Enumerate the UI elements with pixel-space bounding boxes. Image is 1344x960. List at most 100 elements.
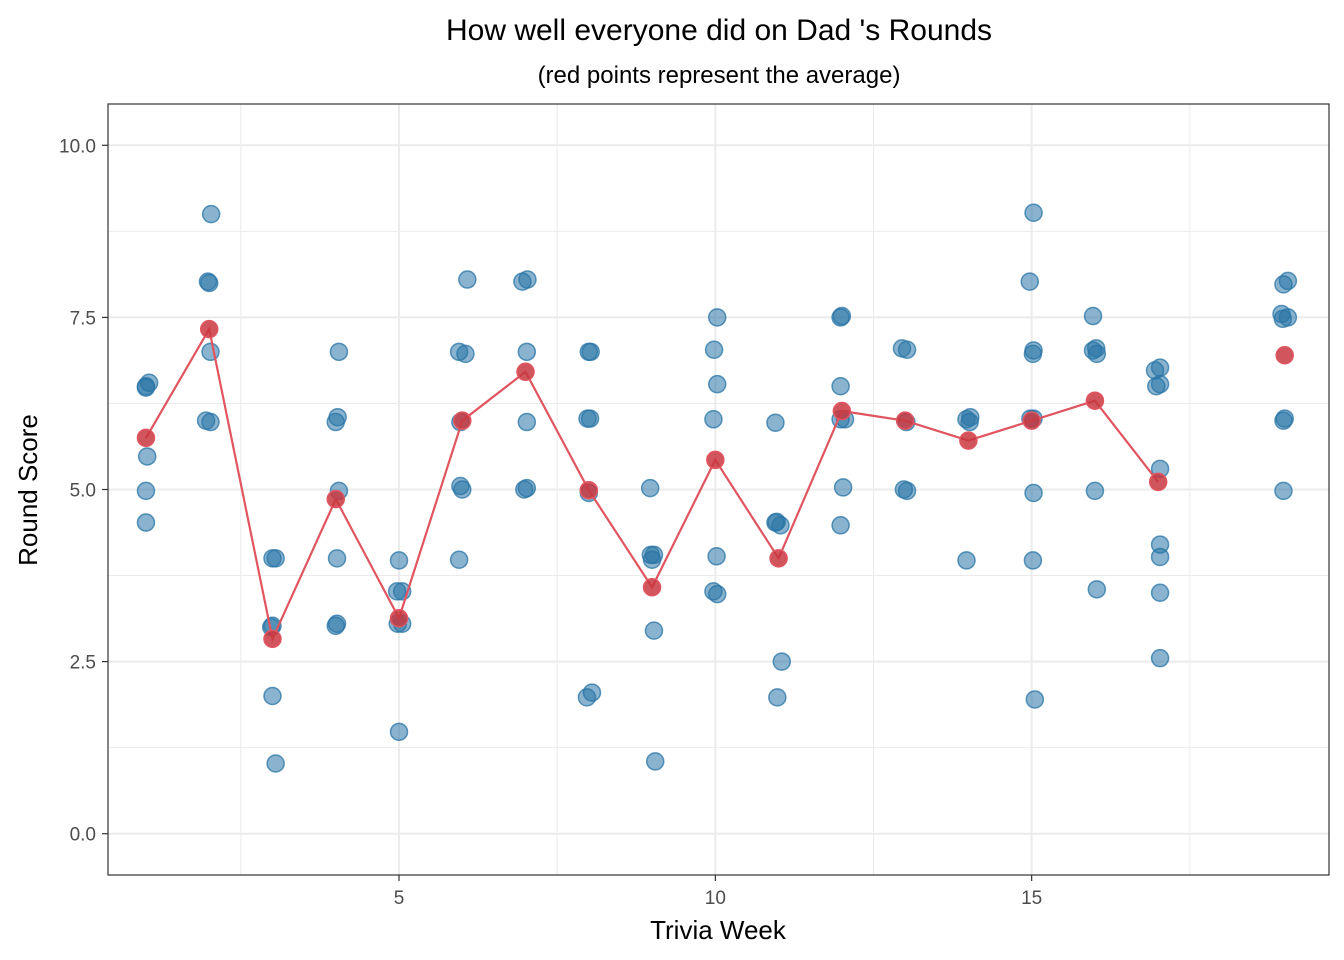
score-point [201, 412, 220, 432]
average-point [453, 411, 472, 430]
score-point [1150, 358, 1170, 377]
score-point [581, 342, 600, 362]
score-point [1083, 306, 1103, 326]
average-point [642, 578, 662, 597]
score-point [1273, 309, 1293, 329]
score-point [453, 480, 472, 499]
y-tick-label: 2.5 [70, 653, 96, 674]
score-point [1150, 583, 1170, 603]
score-point [707, 308, 727, 327]
score-point [645, 752, 665, 771]
average-point [516, 362, 535, 382]
score-point [644, 621, 664, 640]
score-point [1087, 580, 1107, 599]
score-point [960, 412, 979, 432]
score-point [1020, 272, 1040, 291]
chart-subtitle: (red points represent the average) [538, 62, 901, 89]
score-point [1274, 275, 1293, 294]
score-point [831, 516, 850, 535]
average-point [832, 401, 852, 421]
score-point [707, 374, 727, 394]
score-point [1147, 376, 1166, 396]
score-point [263, 686, 282, 706]
average-point [959, 431, 978, 450]
score-point [517, 478, 537, 498]
score-point [1025, 690, 1045, 709]
score-point [1274, 481, 1293, 501]
average-point [1275, 346, 1294, 365]
y-tick-label: 7.5 [70, 308, 96, 329]
axis-layer: 5 10 15 0.0 2.5 5.0 7.5 10.0 [59, 136, 1042, 909]
score-point [1023, 551, 1043, 570]
average-point [389, 608, 409, 628]
score-point [199, 273, 219, 293]
score-point [136, 378, 156, 397]
score-point [327, 549, 347, 568]
average-point [1148, 472, 1168, 492]
score-point [768, 688, 787, 707]
score-point [456, 344, 475, 364]
score-point [957, 551, 976, 570]
score-point [831, 376, 850, 396]
score-point [1274, 411, 1293, 430]
score-point [329, 342, 349, 362]
score-point [704, 340, 724, 360]
score-point [326, 412, 346, 432]
average-point [326, 489, 346, 509]
score-point [449, 550, 469, 569]
score-point [833, 478, 853, 497]
score-point [831, 308, 850, 327]
average-point [706, 450, 725, 470]
score-point [201, 204, 221, 224]
score-point [518, 270, 537, 289]
score-point [766, 513, 785, 532]
score-point [1024, 203, 1043, 223]
x-axis-title: Trivia Week [650, 915, 787, 945]
y-tick-label: 0.0 [70, 825, 96, 846]
data-layer [136, 203, 1298, 773]
score-point [389, 551, 409, 570]
score-point [326, 616, 346, 636]
score-point [1023, 344, 1043, 364]
score-point [582, 683, 602, 702]
x-tick-label: 5 [394, 888, 405, 909]
score-point [1024, 483, 1043, 503]
score-point [580, 409, 600, 428]
x-tick-label: 10 [705, 888, 726, 909]
chart-title: How well everyone did on Dad 's Rounds [446, 14, 992, 47]
average-point [579, 480, 599, 500]
score-point [1087, 344, 1107, 364]
average-point [769, 549, 788, 568]
score-point [642, 550, 662, 569]
score-point [1085, 481, 1105, 501]
x-tick-label: 15 [1021, 888, 1042, 909]
score-point [517, 342, 537, 362]
score-point [389, 722, 409, 742]
score-point [707, 547, 726, 566]
average-point [199, 319, 219, 339]
score-point [897, 481, 917, 501]
score-point [266, 549, 285, 568]
score-point [266, 754, 285, 773]
score-point [1150, 648, 1170, 668]
average-point [1022, 411, 1041, 430]
score-point [136, 513, 156, 532]
y-tick-label: 10.0 [59, 136, 96, 157]
score-point [458, 270, 477, 289]
score-point [640, 478, 660, 498]
score-point [704, 410, 723, 429]
score-point [1150, 547, 1170, 567]
score-point [897, 340, 917, 360]
average-point [1085, 391, 1105, 410]
y-tick-label: 5.0 [70, 481, 96, 502]
average-point [263, 629, 282, 649]
average-point [136, 428, 156, 448]
score-point [766, 413, 785, 432]
score-point [201, 342, 220, 362]
score-point [772, 652, 792, 671]
score-point [137, 447, 157, 466]
y-axis-title: Round Score [13, 414, 43, 566]
score-point [136, 481, 156, 501]
